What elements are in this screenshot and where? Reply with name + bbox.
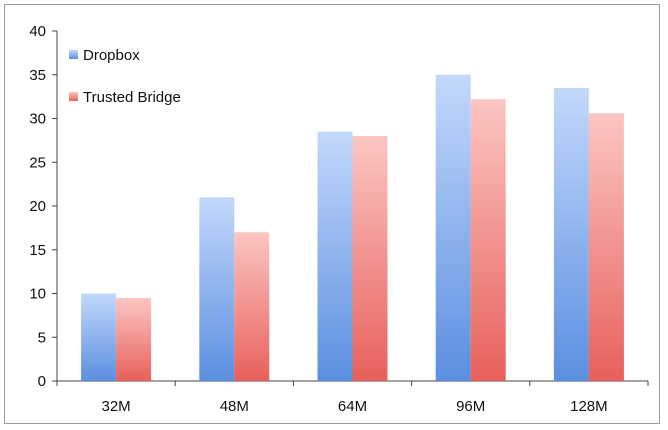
legend-swatch-dropbox: [69, 50, 78, 59]
bars: [81, 74, 624, 381]
y-tick-label: 35: [29, 67, 46, 84]
legend: Dropbox Trusted Bridge: [69, 47, 181, 106]
legend-label-dropbox: Dropbox: [83, 47, 140, 64]
y-tick-label: 30: [29, 111, 46, 128]
bar-dropbox-128m: [553, 87, 589, 381]
y-tick-label: 10: [29, 286, 46, 303]
bar-trusted-bridge-128m: [588, 113, 624, 381]
y-tick-label: 25: [29, 154, 46, 171]
y-axis: 0 5 10 15 20 25 30 35 40: [29, 23, 58, 390]
legend-label-trusted-bridge: Trusted Bridge: [83, 89, 181, 106]
y-tick-label: 15: [29, 242, 46, 259]
y-tick-label: 20: [29, 198, 46, 215]
bar-dropbox-32m: [81, 293, 117, 381]
x-tick-label: 128M: [570, 398, 608, 415]
x-tick-label: 32M: [102, 398, 131, 415]
y-tick-label: 5: [38, 329, 46, 346]
bar-trusted-bridge-64m: [352, 136, 388, 381]
x-tick-label: 48M: [220, 398, 249, 415]
x-tick-label: 64M: [338, 398, 367, 415]
y-tick-label: 0: [38, 373, 46, 390]
bar-dropbox-96m: [435, 74, 471, 381]
y-tick-label: 40: [29, 23, 46, 40]
bar-trusted-bridge-48m: [234, 232, 270, 381]
bar-dropbox-48m: [199, 197, 235, 381]
bar-trusted-bridge-96m: [470, 99, 506, 381]
bar-dropbox-64m: [317, 131, 353, 381]
bar-trusted-bridge-32m: [116, 297, 152, 381]
x-tick-label: 96M: [456, 398, 485, 415]
legend-swatch-trusted-bridge: [69, 92, 78, 101]
x-axis: 32M 48M 64M 96M 128M: [56, 380, 649, 415]
